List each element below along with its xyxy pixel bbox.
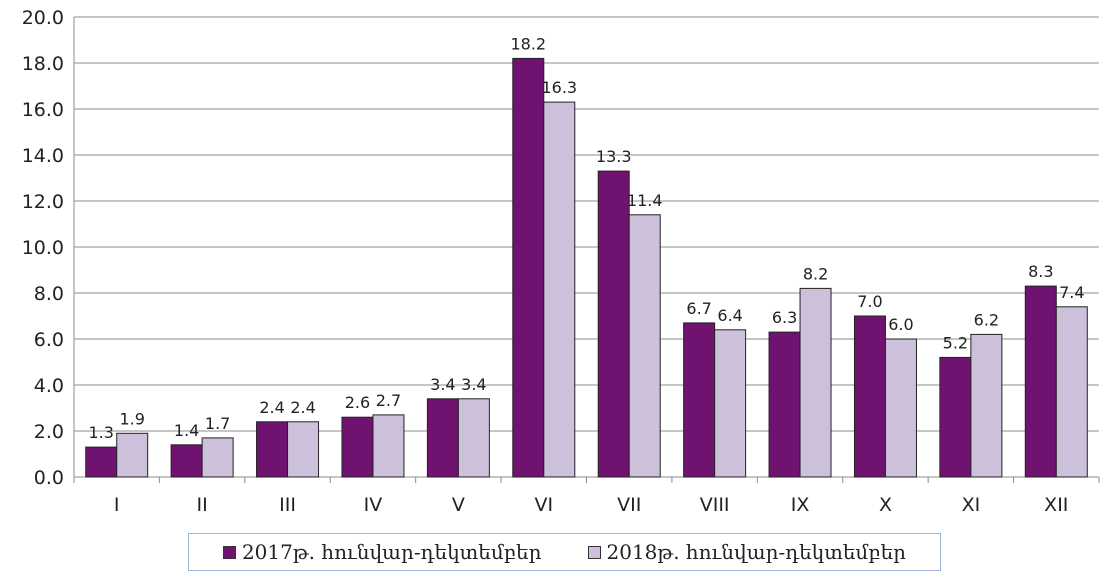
x-tick-label: IX bbox=[791, 494, 810, 516]
legend-swatch-2018 bbox=[587, 545, 601, 559]
bar-2018 bbox=[970, 333, 1003, 478]
bar-2017 bbox=[341, 416, 374, 478]
bar-2018 bbox=[799, 287, 832, 478]
x-tick-label: XII bbox=[1044, 494, 1068, 516]
data-label: 1.7 bbox=[205, 414, 230, 433]
bar-2018 bbox=[543, 101, 576, 478]
x-tick-label: I bbox=[114, 494, 120, 516]
chart-canvas: 0.0 2.0 4.0 6.0 8.0 10.0 12.0 14.0 16.0 18.0 20.0 1… bbox=[22, 7, 1100, 516]
y-tick-label: 18.0 bbox=[22, 53, 64, 75]
data-label: 5.2 bbox=[943, 333, 968, 352]
data-label: 8.3 bbox=[1028, 262, 1053, 281]
y-tick-label: 10.0 bbox=[22, 237, 64, 259]
y-tick-label: 16.0 bbox=[22, 99, 64, 121]
x-tick-label: II bbox=[197, 494, 208, 516]
bar-2018 bbox=[372, 414, 405, 478]
legend-label-2018: 2018թ. հունվար-դեկտեմբեր bbox=[606, 540, 907, 564]
y-tick-label: 6.0 bbox=[34, 329, 64, 351]
data-label: 2.7 bbox=[376, 391, 401, 410]
bar-2018 bbox=[457, 398, 490, 478]
bar-2018 bbox=[884, 338, 917, 478]
y-tick-label: 2.0 bbox=[34, 421, 64, 443]
bar-2018 bbox=[1055, 306, 1088, 478]
data-label: 1.3 bbox=[88, 423, 113, 442]
y-tick-label: 4.0 bbox=[34, 375, 64, 397]
x-tick-label: VIII bbox=[700, 494, 730, 516]
x-tick-label: VI bbox=[534, 494, 553, 516]
data-label: 11.4 bbox=[627, 191, 663, 210]
bar-2017 bbox=[512, 57, 545, 478]
bar-2017 bbox=[170, 444, 203, 478]
x-tick-label: IV bbox=[364, 494, 383, 516]
data-label: 8.2 bbox=[803, 264, 828, 283]
bar-2017 bbox=[85, 446, 118, 478]
data-label: 6.4 bbox=[717, 306, 742, 325]
x-tick-label: X bbox=[879, 494, 892, 516]
data-label: 1.4 bbox=[174, 421, 199, 440]
y-tick-label: 0.0 bbox=[34, 467, 64, 489]
legend-item-2018: 2018թ. հունվար-դեկտեմբեր bbox=[587, 540, 907, 564]
bar-2018 bbox=[201, 437, 234, 478]
bar-2017 bbox=[939, 356, 972, 478]
bar-2017 bbox=[768, 331, 801, 478]
data-label: 6.2 bbox=[974, 310, 999, 329]
bar-2017 bbox=[256, 421, 289, 478]
data-label: 13.3 bbox=[596, 147, 632, 166]
x-tick-label: V bbox=[452, 494, 465, 516]
legend-swatch-2017 bbox=[222, 545, 236, 559]
data-label: 2.4 bbox=[290, 398, 315, 417]
y-tick-label: 14.0 bbox=[22, 145, 64, 167]
bar-2018 bbox=[116, 432, 149, 478]
bar-2017 bbox=[426, 398, 459, 478]
legend-label-2017: 2017թ. հունվար-դեկտեմբեր bbox=[241, 540, 542, 564]
legend-item-2017: 2017թ. հունվար-դեկտեմբեր bbox=[222, 540, 542, 564]
data-label: 6.3 bbox=[772, 308, 797, 327]
x-tick-label: XI bbox=[962, 494, 981, 516]
data-label: 7.0 bbox=[857, 292, 882, 311]
x-tick-label: III bbox=[279, 494, 296, 516]
bar-2017 bbox=[683, 322, 716, 478]
bar-2018 bbox=[628, 214, 661, 478]
bar-2017 bbox=[597, 170, 630, 478]
bar-2017 bbox=[1024, 285, 1057, 478]
bar-2017 bbox=[853, 315, 886, 478]
data-label: 2.6 bbox=[345, 393, 370, 412]
data-label: 6.7 bbox=[686, 299, 711, 318]
data-label: 3.4 bbox=[461, 375, 486, 394]
data-label: 2.4 bbox=[259, 398, 284, 417]
data-label: 18.2 bbox=[510, 34, 546, 53]
data-label: 7.4 bbox=[1059, 283, 1084, 302]
bar-2018 bbox=[714, 329, 747, 478]
data-label: 3.4 bbox=[430, 375, 455, 394]
bar-2018 bbox=[287, 421, 320, 478]
y-tick-label: 20.0 bbox=[22, 7, 64, 29]
chart-legend: 2017թ. հունվար-դեկտեմբեր 2018թ. հունվար-… bbox=[188, 533, 941, 571]
data-label: 1.9 bbox=[119, 409, 144, 428]
y-tick-label: 12.0 bbox=[22, 191, 64, 213]
x-tick-label: VII bbox=[617, 494, 641, 516]
data-label: 16.3 bbox=[541, 78, 577, 97]
data-label: 6.0 bbox=[888, 315, 913, 334]
y-tick-label: 8.0 bbox=[34, 283, 64, 305]
